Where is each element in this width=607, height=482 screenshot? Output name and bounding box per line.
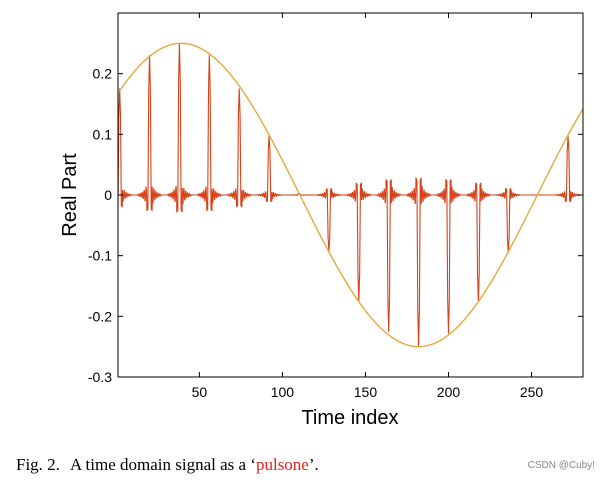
watermark: CSDN @Cuby! (527, 460, 595, 471)
caption-suffix: ’. (308, 455, 319, 474)
x-tick-label: 50 (192, 384, 208, 400)
figure-caption: Fig. 2. A time domain signal as a ‘pulson… (16, 455, 319, 475)
y-tick-label: 0.1 (93, 126, 113, 142)
y-tick-label: 0 (104, 187, 112, 203)
y-tick-label: -0.2 (88, 308, 112, 324)
caption-prefix: Fig. 2. (16, 455, 60, 474)
caption-highlight-pulsone: pulsone (255, 455, 309, 474)
plot-frame (117, 12, 584, 378)
y-tick-label: -0.3 (88, 369, 112, 385)
y-tick-label: -0.1 (88, 248, 112, 264)
x-tick-label: 200 (437, 384, 461, 400)
pulsone-chart: 50 100 150 200 250 0.2 0.1 0 -0.1 -0.2 -0.3 Time i… (59, 12, 584, 429)
y-axis-title: Real Part (59, 153, 81, 237)
y-tick-label: 0.2 (93, 66, 113, 82)
x-axis-title: Time index (301, 407, 398, 429)
caption-text: A time domain signal as a ‘ (69, 455, 256, 474)
x-tick-label: 100 (271, 384, 295, 400)
x-tick-label: 250 (520, 384, 544, 400)
envelope-series-line (118, 42, 583, 348)
x-tick-label: 150 (354, 384, 378, 400)
pulsone-series-line (118, 42, 583, 348)
